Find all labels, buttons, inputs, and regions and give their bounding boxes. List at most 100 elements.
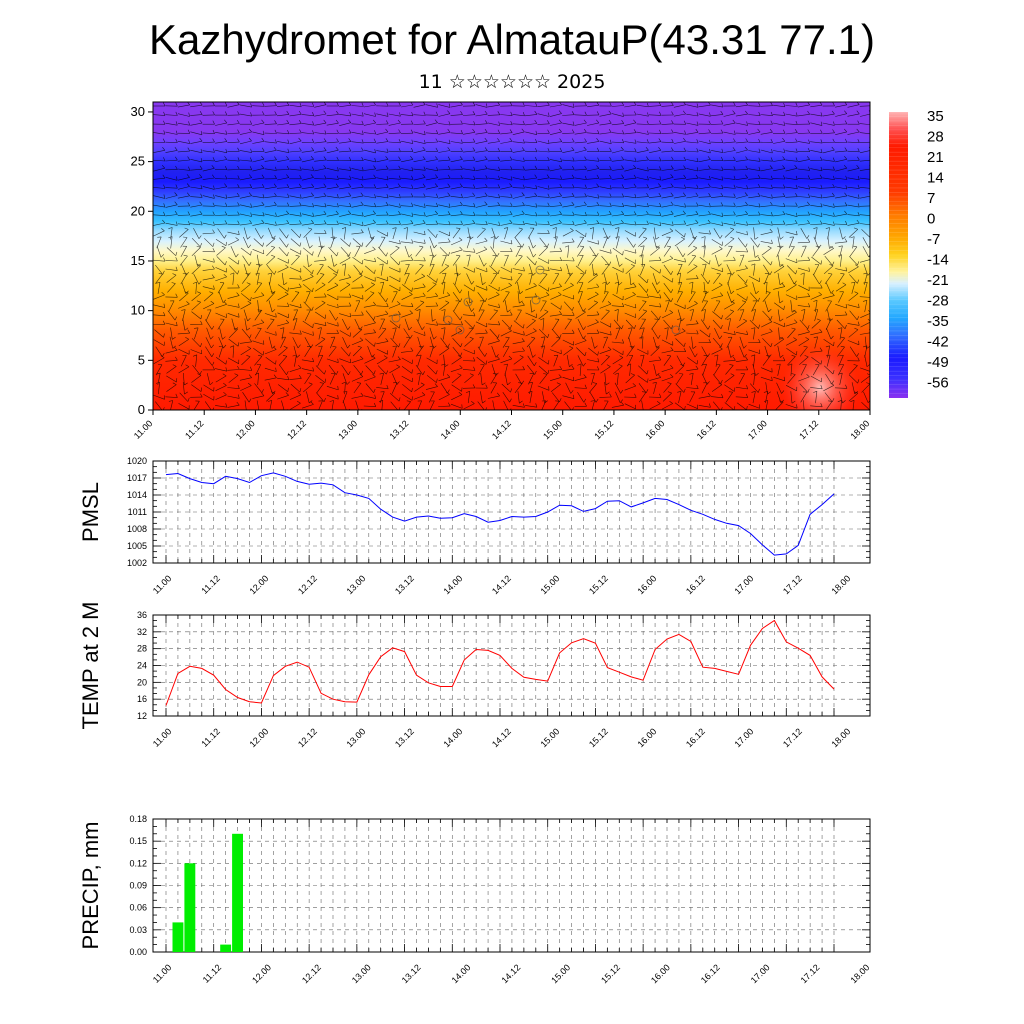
cross-section-field bbox=[153, 102, 870, 410]
grid bbox=[153, 615, 870, 716]
y-tick-label: 1005 bbox=[127, 541, 147, 551]
precip-bar bbox=[184, 863, 196, 952]
y-tick-label: 25 bbox=[131, 154, 145, 169]
x-tick-label: 17.12 bbox=[799, 962, 822, 985]
x-tick-label: 17.00 bbox=[749, 962, 772, 985]
x-tick-label: 12.00 bbox=[247, 726, 270, 749]
temp-series-line bbox=[165, 619, 835, 706]
x-tick-label: 16.00 bbox=[635, 573, 658, 596]
x-tick-label: 13.12 bbox=[393, 726, 416, 749]
x-tick-label: 15.12 bbox=[592, 418, 615, 441]
x-tick-label: 14.00 bbox=[450, 962, 473, 985]
x-tick-label: 17.12 bbox=[781, 726, 804, 749]
colorbar-label: 14 bbox=[927, 170, 944, 187]
precip-bar bbox=[172, 922, 184, 952]
x-tick-label: 16.12 bbox=[699, 962, 722, 985]
y-tick-label: 30 bbox=[131, 104, 145, 119]
colorbar-label: 21 bbox=[927, 149, 944, 166]
x-tick-label: 11.12 bbox=[199, 726, 222, 749]
cross-section-panel: 0 5 10 15 20 25 30 11.00 11.12 12.00 12.12 13.00 13.… bbox=[131, 101, 871, 441]
y-tick-label: 0.00 bbox=[129, 947, 147, 957]
y-tick-label: 15 bbox=[131, 253, 145, 268]
y-tick-label: 0 bbox=[138, 402, 145, 417]
pmsl-panel: 1002 1005 1008 1011 1014 1017 1020 11.00 11.12 12… bbox=[78, 456, 871, 596]
x-tick-label: 13.12 bbox=[400, 962, 423, 985]
x-tick-label: 12.12 bbox=[300, 962, 323, 985]
x-tick-label: 15.12 bbox=[587, 573, 610, 596]
wind-barbs bbox=[153, 102, 870, 410]
y-tick-label: 0.15 bbox=[129, 836, 147, 846]
chart-subtitle: 11 ☆☆☆☆☆☆ 2025 bbox=[418, 71, 606, 93]
x-tick-label: 13.00 bbox=[344, 573, 367, 596]
x-tick-label: 14.12 bbox=[499, 962, 522, 985]
x-tick-label: 15.00 bbox=[549, 962, 572, 985]
y-tick-label: 5 bbox=[138, 352, 145, 367]
x-tick-label: 17.12 bbox=[781, 573, 804, 596]
x-tick-label: 12.12 bbox=[285, 418, 308, 441]
x-tick-label: 11.12 bbox=[199, 573, 222, 596]
y-tick-label: 0.18 bbox=[129, 814, 147, 824]
y-tick-label: 1011 bbox=[128, 507, 147, 517]
x-tick-label: 16.00 bbox=[649, 962, 672, 985]
x-tick-label: 14.00 bbox=[441, 573, 464, 596]
colorbar-label: -28 bbox=[927, 293, 949, 310]
colorbar-label: 0 bbox=[927, 211, 935, 228]
colorbar-label: -49 bbox=[927, 354, 949, 371]
y-tick-label: 20 bbox=[131, 203, 145, 218]
colorbar-label: -42 bbox=[927, 334, 949, 351]
y-axis-label: TEMP at 2 M bbox=[78, 602, 103, 730]
y-tick-label: 1014 bbox=[127, 490, 147, 500]
y-axis-label: PMSL bbox=[78, 482, 103, 542]
x-tick-label: 14.12 bbox=[490, 418, 513, 441]
pmsl-series-line bbox=[165, 472, 835, 556]
temp-panel: 12 16 20 24 28 32 36 11.00 11.12 12.00 12.12 13.00 1… bbox=[78, 602, 871, 749]
y-tick-label: 24 bbox=[137, 661, 147, 671]
colorbar-label: 28 bbox=[927, 129, 944, 146]
y-tick-label: 1008 bbox=[127, 524, 147, 534]
x-tick-label: 17.00 bbox=[732, 726, 755, 749]
colorbar-label: -56 bbox=[927, 375, 949, 392]
x-tick-label: 18.00 bbox=[848, 418, 871, 441]
y-tick-label: 20 bbox=[137, 677, 147, 687]
y-tick-label: 1017 bbox=[127, 473, 147, 483]
y-tick-label: 16 bbox=[137, 694, 147, 704]
x-tick-label: 11.12 bbox=[201, 962, 224, 985]
x-tick-label: 17.00 bbox=[746, 418, 769, 441]
hot-spot bbox=[780, 346, 860, 410]
x-tick-label: 11.12 bbox=[183, 418, 206, 441]
precip-bar bbox=[232, 833, 243, 952]
y-tick-label: 10 bbox=[131, 303, 145, 318]
x-tick-label: 18.00 bbox=[848, 962, 871, 985]
y-tick-label: 1002 bbox=[127, 558, 147, 568]
x-tick-label: 18.00 bbox=[829, 726, 852, 749]
y-tick-label: 28 bbox=[137, 644, 147, 654]
colorbar-label: -21 bbox=[927, 272, 949, 289]
x-tick-label: 18.00 bbox=[829, 573, 852, 596]
colorbar-label: -14 bbox=[927, 252, 949, 269]
x-tick-label: 15.00 bbox=[538, 726, 561, 749]
minor-ticks bbox=[153, 614, 870, 717]
x-tick-label: 16.00 bbox=[644, 418, 667, 441]
y-tick-label: 36 bbox=[137, 610, 147, 620]
precip-panel: 0.00 0.03 0.06 0.09 0.12 0.15 0.18 11.00 11.12 12… bbox=[78, 814, 871, 985]
x-tick-label: 14.00 bbox=[439, 418, 462, 441]
y-tick-label: 0.03 bbox=[129, 925, 147, 935]
colorbar-label: 35 bbox=[927, 108, 944, 125]
y-axis-label: PRECIP, mm bbox=[78, 822, 103, 950]
x-tick-label: 16.12 bbox=[695, 418, 718, 441]
x-tick-label: 16.12 bbox=[684, 573, 707, 596]
x-tick-label: 17.12 bbox=[797, 418, 820, 441]
x-tick-label: 12.00 bbox=[234, 418, 257, 441]
colorbar-label: -7 bbox=[927, 231, 940, 248]
grid bbox=[153, 461, 870, 563]
precip-bar bbox=[220, 944, 232, 952]
y-tick-label: 12 bbox=[137, 711, 147, 721]
x-tick-label: 15.12 bbox=[599, 962, 622, 985]
minor-ticks bbox=[153, 460, 870, 564]
x-tick-label: 12.12 bbox=[296, 726, 319, 749]
y-tick-label: 0.12 bbox=[129, 858, 147, 868]
x-tick-label: 14.12 bbox=[490, 726, 513, 749]
x-tick-label: 12.00 bbox=[250, 962, 273, 985]
colorbar-ramp bbox=[889, 112, 908, 398]
x-tick-label: 17.00 bbox=[732, 573, 755, 596]
